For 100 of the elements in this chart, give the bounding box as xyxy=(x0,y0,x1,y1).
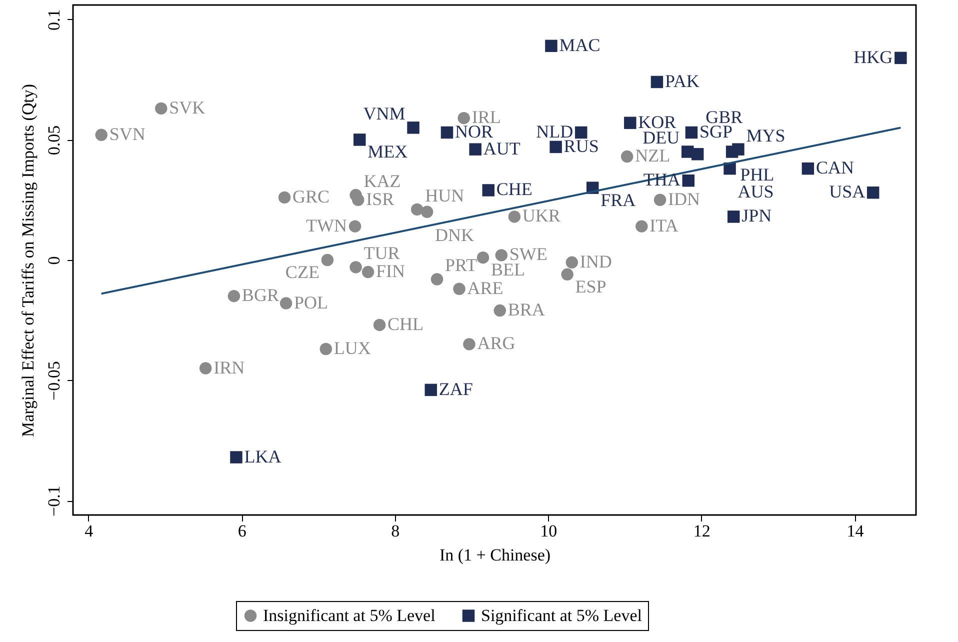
data-label: DNK xyxy=(435,224,474,245)
x-tick-label: 8 xyxy=(391,522,400,540)
data-label: POL xyxy=(294,292,328,312)
point xyxy=(407,122,420,134)
point xyxy=(430,273,444,286)
data-label: ZAF xyxy=(438,378,473,399)
data-label: BRA xyxy=(508,300,545,320)
data-label: USA xyxy=(829,182,866,202)
point xyxy=(494,304,506,317)
point xyxy=(545,40,558,52)
data-label: SVK xyxy=(169,97,206,118)
data-label: ITA xyxy=(650,215,678,236)
data-label: GRC xyxy=(292,186,330,206)
data-label: IDN xyxy=(668,188,700,209)
point xyxy=(280,297,292,310)
data-label: FIN xyxy=(376,261,406,282)
data-label: MYS xyxy=(746,125,786,146)
point xyxy=(155,102,168,115)
data-label: ARG xyxy=(477,333,516,354)
point xyxy=(866,186,880,199)
y-tick-label: 0.1 xyxy=(44,9,64,31)
point xyxy=(574,126,588,139)
point xyxy=(636,220,648,232)
data-label: CZE xyxy=(285,262,320,282)
point xyxy=(482,184,494,196)
point xyxy=(348,220,362,232)
point xyxy=(620,150,634,163)
y-axis-title: Marginal Effect of Tariffs on Missing Imports (Qty) xyxy=(18,84,38,438)
data-label: ARE xyxy=(467,278,504,298)
data-label: MAC xyxy=(559,34,600,55)
data-label: SVN xyxy=(109,124,146,144)
x-tick-label: 14 xyxy=(846,522,864,540)
point xyxy=(894,52,907,64)
point xyxy=(476,251,490,264)
point xyxy=(321,254,334,266)
point xyxy=(561,268,574,281)
point xyxy=(350,261,362,274)
y-tick-label: −0.1 xyxy=(44,486,64,516)
x-tick-label: 6 xyxy=(238,522,246,540)
x-axis-title: In (1 + Chinese) xyxy=(439,546,551,564)
point xyxy=(685,126,698,139)
y-tick-label: 0.05 xyxy=(44,125,64,156)
point xyxy=(654,194,666,206)
point xyxy=(691,148,704,160)
point xyxy=(495,249,508,262)
point xyxy=(469,143,482,156)
data-label: HKG xyxy=(854,46,893,67)
data-label: KAZ xyxy=(364,171,401,192)
data-label: PAK xyxy=(664,70,700,91)
data-label: JPN xyxy=(742,206,772,226)
point xyxy=(802,162,814,175)
point xyxy=(624,116,636,129)
point xyxy=(353,134,366,146)
x-tick-label: 10 xyxy=(540,522,558,540)
data-label: ISR xyxy=(366,188,394,209)
point xyxy=(650,76,664,88)
data-label: IRN xyxy=(214,357,245,378)
data-label: NZL xyxy=(635,146,670,166)
legend-label: Significant at 5% Level xyxy=(481,606,642,625)
data-label: CHE xyxy=(496,179,532,200)
data-label: MEX xyxy=(368,142,408,162)
point xyxy=(410,203,424,216)
point xyxy=(420,206,434,218)
point xyxy=(463,338,476,350)
point xyxy=(424,384,438,396)
point xyxy=(458,112,470,124)
data-label: ESP xyxy=(575,276,606,296)
x-tick-label: 12 xyxy=(693,522,710,540)
data-label: PRT xyxy=(445,255,477,276)
data-label: UKR xyxy=(522,206,560,226)
point xyxy=(230,451,242,464)
data-label: HUN xyxy=(425,185,464,206)
point xyxy=(508,210,521,223)
data-label: TWN xyxy=(306,215,348,236)
point xyxy=(228,290,240,302)
legend-label: Insignificant at 5% Level xyxy=(263,606,436,625)
data-label: LUX xyxy=(334,338,371,358)
point xyxy=(352,194,364,206)
data-label: BGR xyxy=(242,285,279,306)
data-label: FRA xyxy=(600,190,636,210)
point xyxy=(95,128,108,142)
point xyxy=(373,318,386,332)
data-label: VNM xyxy=(363,104,406,124)
point xyxy=(440,126,454,139)
data-label: CHL xyxy=(388,314,424,334)
data-label: NLD xyxy=(536,122,574,142)
point xyxy=(199,362,212,374)
data-label: CAN xyxy=(816,158,854,178)
point xyxy=(362,266,374,278)
point xyxy=(682,174,695,187)
point xyxy=(320,342,332,356)
point xyxy=(732,143,744,156)
y-tick-label: 0 xyxy=(44,256,64,265)
point xyxy=(278,191,291,204)
x-tick-label: 4 xyxy=(84,522,94,540)
point xyxy=(566,256,578,269)
data-label: IND xyxy=(580,251,612,272)
point xyxy=(453,282,466,295)
point xyxy=(727,210,740,223)
y-tick-label: −0.05 xyxy=(44,361,64,400)
